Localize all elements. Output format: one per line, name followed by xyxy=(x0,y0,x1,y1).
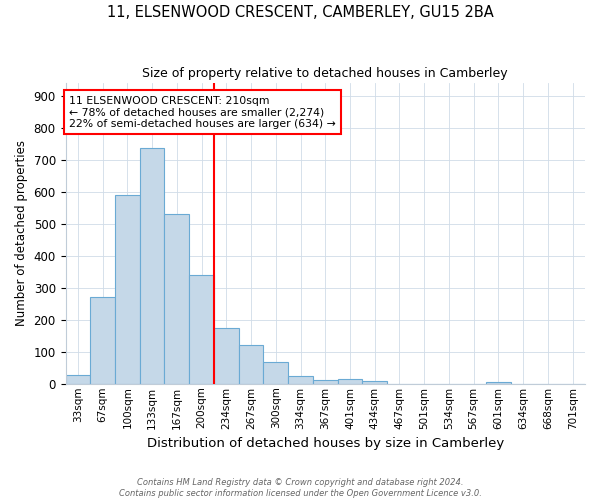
Bar xyxy=(338,379,362,384)
Bar xyxy=(263,362,288,384)
Bar xyxy=(140,148,164,384)
Bar xyxy=(164,214,189,384)
Y-axis label: Number of detached properties: Number of detached properties xyxy=(15,140,28,326)
Bar xyxy=(288,376,313,384)
Text: 11, ELSENWOOD CRESCENT, CAMBERLEY, GU15 2BA: 11, ELSENWOOD CRESCENT, CAMBERLEY, GU15 … xyxy=(107,5,493,20)
Bar xyxy=(115,195,140,384)
Text: 11 ELSENWOOD CRESCENT: 210sqm
← 78% of detached houses are smaller (2,274)
22% o: 11 ELSENWOOD CRESCENT: 210sqm ← 78% of d… xyxy=(69,96,336,129)
Bar xyxy=(362,380,387,384)
X-axis label: Distribution of detached houses by size in Camberley: Distribution of detached houses by size … xyxy=(146,437,504,450)
Title: Size of property relative to detached houses in Camberley: Size of property relative to detached ho… xyxy=(142,68,508,80)
Bar xyxy=(486,382,511,384)
Text: Contains HM Land Registry data © Crown copyright and database right 2024.
Contai: Contains HM Land Registry data © Crown c… xyxy=(119,478,481,498)
Bar xyxy=(313,380,338,384)
Bar xyxy=(189,275,214,384)
Bar xyxy=(90,298,115,384)
Bar xyxy=(239,346,263,384)
Bar xyxy=(214,328,239,384)
Bar xyxy=(65,375,90,384)
